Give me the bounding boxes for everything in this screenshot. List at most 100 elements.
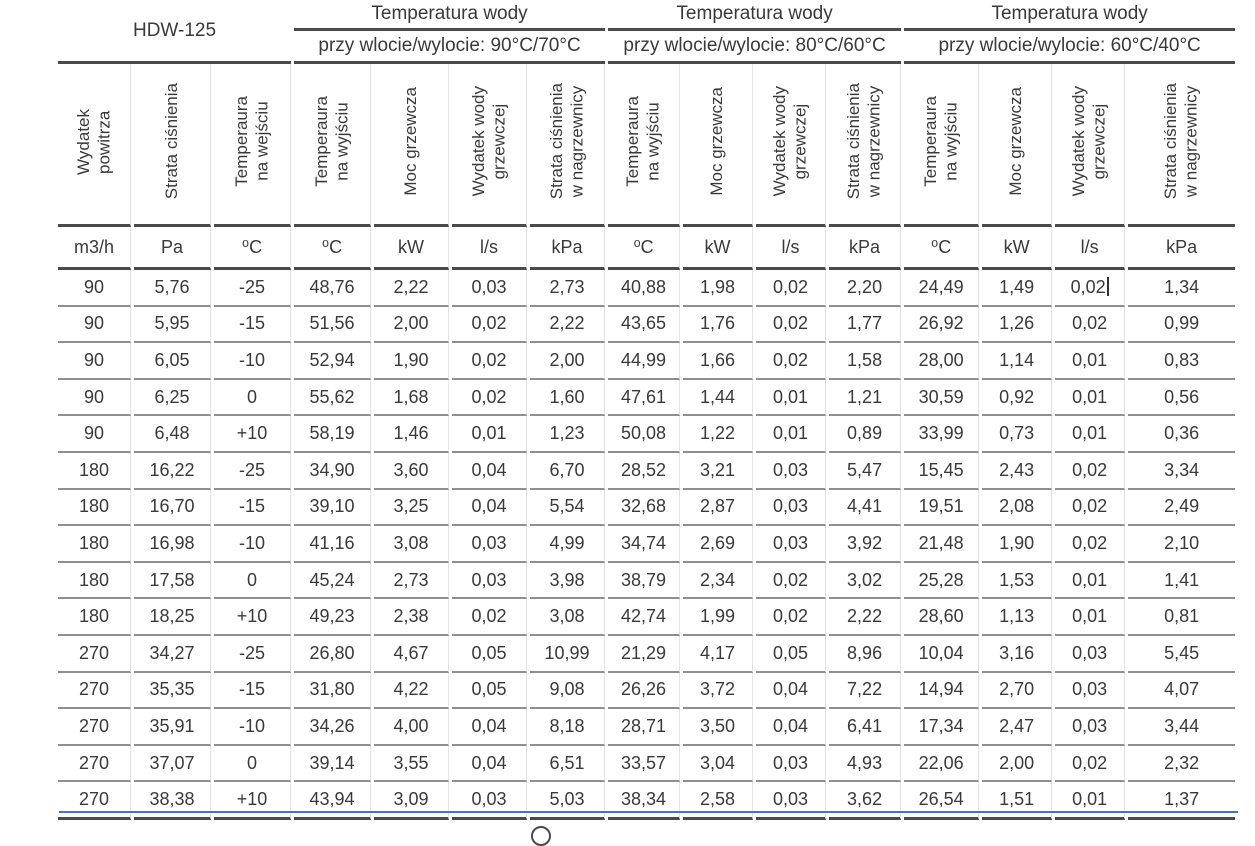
table-cell: 28,60: [904, 599, 980, 636]
group-title-1: Temperatura wody: [294, 0, 606, 31]
table-cell: 3,02: [829, 562, 902, 600]
table-row: 180 17,58 0 45,24 2,73 0,03 3,98 38,79 2,34 0,02 3…: [58, 562, 1236, 600]
table-cell: 0,92: [982, 379, 1053, 417]
table-cell: 50,08: [608, 416, 681, 453]
table-cell: 40,88: [608, 270, 681, 307]
table-row: 270 37,07 0 39,14 3,55 0,04 6,51 33,57 3,04 0,03 4…: [58, 745, 1236, 783]
table-cell: 1,68: [374, 379, 449, 417]
table-cell: 0,02: [756, 270, 827, 307]
table-cell: 43,94: [294, 782, 371, 820]
table-cell: 3,62: [829, 782, 902, 820]
table-cell: 38,79: [608, 562, 681, 600]
column-header: Temperaura na wejściu: [214, 64, 291, 227]
table-cell: 90: [58, 379, 131, 417]
table-cell: 33,99: [904, 416, 980, 453]
unit-label: l/s: [1055, 227, 1126, 270]
table-cell: 26,26: [608, 672, 681, 710]
table-cell: 2,49: [1128, 490, 1236, 527]
table-cell: 4,17: [683, 635, 754, 673]
table-cell: 1,90: [982, 526, 1053, 563]
table-cell: 4,99: [530, 526, 606, 563]
table-cell: 0,05: [756, 635, 827, 673]
table-row: 180 16,98 -10 41,16 3,08 0,03 4,99 34,74 2,69 0,0…: [58, 526, 1236, 563]
table-cell: 19,51: [904, 489, 980, 527]
table-row: 270 35,91 -10 34,26 4,00 0,04 8,18 28,71 3,50 0,0…: [58, 709, 1236, 746]
heater-performance-table: HDW-125 Temperatura wody Temperatura wod…: [55, 0, 1238, 820]
table-cell: 2,10: [1128, 526, 1236, 563]
table-cell: 17,34: [904, 709, 980, 746]
table-row: 90 6,05 -10 52,94 1,90 0,02 2,00 44,99 1,66 0,02 1…: [58, 343, 1236, 380]
table-cell: 0,99: [1128, 307, 1236, 344]
table-cell: 39,10: [294, 489, 371, 527]
column-header: Moc grzewcza: [982, 64, 1053, 227]
column-header: Strata ciśnienia w nagrzewnicy: [829, 64, 902, 227]
table-row: 90 5,95 -15 51,56 2,00 0,02 2,22 43,65 1,76 0,02 1…: [58, 306, 1236, 344]
table-cell: 0,02: [756, 343, 827, 380]
table-cell: 0,02: [1055, 489, 1126, 527]
table-cell: 90: [58, 416, 131, 453]
table-cell: 2,22: [829, 599, 902, 636]
table-cell: 270: [58, 635, 131, 673]
table-cell: 31,80: [294, 672, 371, 710]
table-cell: 0,03: [452, 526, 527, 563]
table-cell: 41,16: [294, 526, 371, 563]
table-cell: 0,01: [1055, 599, 1126, 636]
table-cell: 0,03: [452, 782, 527, 820]
table-cell: 90: [58, 306, 131, 344]
table-cell: 4,67: [374, 635, 449, 673]
table-cell: 180: [58, 489, 131, 527]
table-cell: +10: [214, 599, 291, 636]
table-cell: 5,54: [530, 489, 606, 527]
table-cell: 2,38: [374, 599, 449, 636]
table-cell: 1,23: [530, 416, 606, 453]
unit-label: kPa: [530, 227, 606, 270]
table-cell: 38,34: [608, 782, 681, 820]
table-cell: 47,61: [608, 379, 681, 417]
table-cell: 28,71: [608, 709, 681, 746]
table-cell: 0,04: [452, 452, 527, 490]
table-cell: 270: [58, 672, 131, 710]
unit-label: kPa: [1128, 227, 1236, 270]
table-cell: 18,25: [134, 599, 211, 636]
table-cell: 1,22: [683, 416, 754, 453]
table-cell: 3,21: [683, 452, 754, 490]
table-cell: 270: [58, 709, 131, 746]
table-cell: 45,24: [294, 562, 371, 600]
table-cell: 3,16: [982, 635, 1053, 673]
unit-label: Pa: [134, 227, 211, 270]
table-cell: 22,06: [904, 745, 980, 783]
table-cell: 6,51: [530, 745, 606, 783]
column-header: Temperaura na wyjściu: [608, 64, 681, 227]
table-cell: 2,34: [683, 562, 754, 600]
group-title-row: HDW-125 Temperatura wody Temperatura wod…: [58, 0, 1236, 64]
table-cell: 0: [214, 745, 291, 783]
table-row: 90 5,76 -25 48,76 2,22 0,03 2,73 40,88 1,98 0,02 2…: [58, 270, 1236, 307]
text-cursor: [1106, 276, 1109, 296]
table-cell: 1,49: [982, 270, 1053, 307]
table-cell: 0,03: [756, 745, 827, 783]
table-cell: 58,19: [294, 416, 371, 453]
table-cell: 0,03: [1055, 635, 1126, 673]
table-cell: 4,07: [1128, 673, 1236, 710]
table-cell: 1,34: [1128, 270, 1236, 307]
table-cell: 28,00: [904, 343, 980, 380]
table-cell: +10: [214, 782, 291, 820]
group-title-2: Temperatura wody: [608, 0, 902, 31]
table-cell: 48,76: [294, 270, 371, 307]
table-cell: 0,03: [452, 562, 527, 600]
table-cell: 2,32: [1128, 746, 1236, 783]
table-cell: 1,60: [530, 379, 606, 417]
table-cell: 0,02: [1055, 306, 1126, 344]
table-cell: 1,77: [829, 306, 902, 344]
table-cell: 180: [58, 526, 131, 563]
table-cell: -10: [214, 709, 291, 746]
column-header: Temperaura na wyjściu: [904, 64, 980, 227]
table-cell: 6,70: [530, 452, 606, 490]
table-cell: 0,03: [756, 452, 827, 490]
table-cell: 3,08: [530, 599, 606, 636]
table-cell: 3,98: [530, 562, 606, 600]
table-cell: 0,73: [982, 416, 1053, 453]
table-cell: 34,26: [294, 709, 371, 746]
table-cell: 33,57: [608, 745, 681, 783]
table-cell: 1,41: [1128, 563, 1236, 600]
